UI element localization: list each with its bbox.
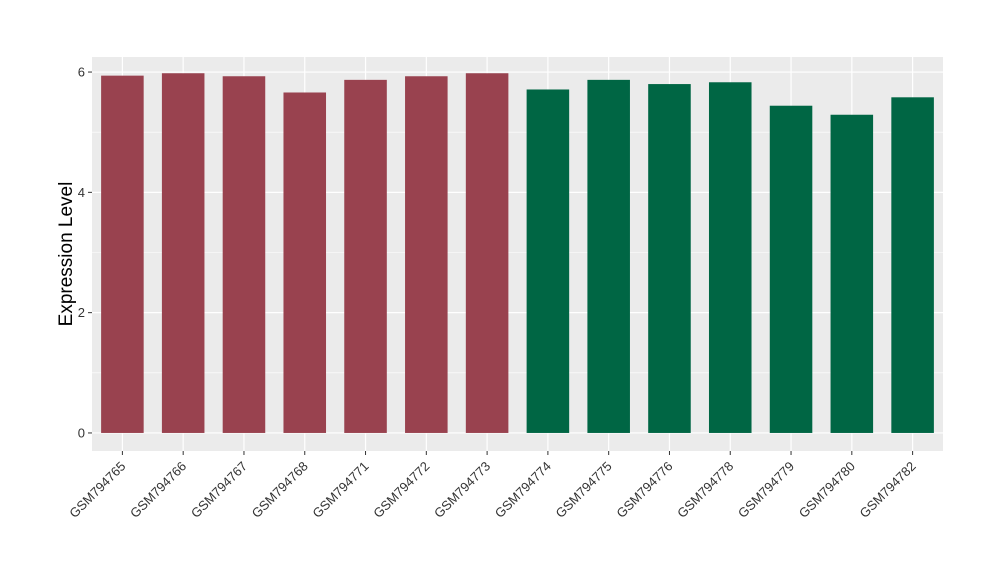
x-axis: GSM794765GSM794766GSM794767GSM794768GSM7…	[66, 451, 919, 521]
bar-GSM794775	[587, 79, 630, 433]
x-tick-label: GSM794765	[66, 459, 128, 521]
x-tick-label: GSM794776	[613, 459, 675, 521]
y-axis: 0 2 4 6	[78, 65, 92, 440]
x-tick-label: GSM794778	[674, 459, 736, 521]
bar-GSM794778	[708, 82, 752, 433]
y-tick-label: 0	[78, 425, 85, 440]
y-axis-title: Expression Level	[56, 182, 77, 327]
x-tick-label: GSM794780	[796, 459, 858, 521]
y-tick-label: 6	[78, 65, 85, 80]
bar-GSM794780	[830, 114, 874, 433]
x-tick-label: GSM794782	[857, 459, 919, 521]
x-tick-label: GSM794766	[127, 459, 189, 521]
x-tick-label: GSM794774	[492, 459, 554, 521]
bar-GSM794773	[465, 73, 509, 433]
bar-GSM794772	[405, 76, 448, 433]
bar-GSM794782	[891, 97, 934, 433]
bar-GSM794767	[222, 76, 266, 433]
bar-GSM794765	[101, 75, 144, 433]
x-tick-label: GSM794779	[735, 459, 797, 521]
bar-GSM794768	[283, 92, 327, 433]
bar-GSM794766	[161, 73, 205, 433]
y-tick-label: 2	[78, 305, 85, 320]
x-tick-label: GSM794775	[553, 459, 615, 521]
x-tick-label: GSM794773	[431, 459, 493, 521]
bar-GSM794771	[344, 79, 387, 433]
x-tick-label: GSM794767	[188, 459, 250, 521]
bar-GSM794779	[769, 105, 813, 433]
bar-GSM794774	[526, 89, 570, 433]
x-tick-label: GSM794768	[249, 459, 311, 521]
x-tick-label: GSM794772	[370, 459, 432, 521]
plot-panel	[92, 57, 943, 451]
y-tick-label: 4	[78, 185, 85, 200]
bars	[101, 73, 934, 433]
x-tick-label: GSM794771	[309, 459, 371, 521]
bar-GSM794776	[648, 84, 691, 433]
